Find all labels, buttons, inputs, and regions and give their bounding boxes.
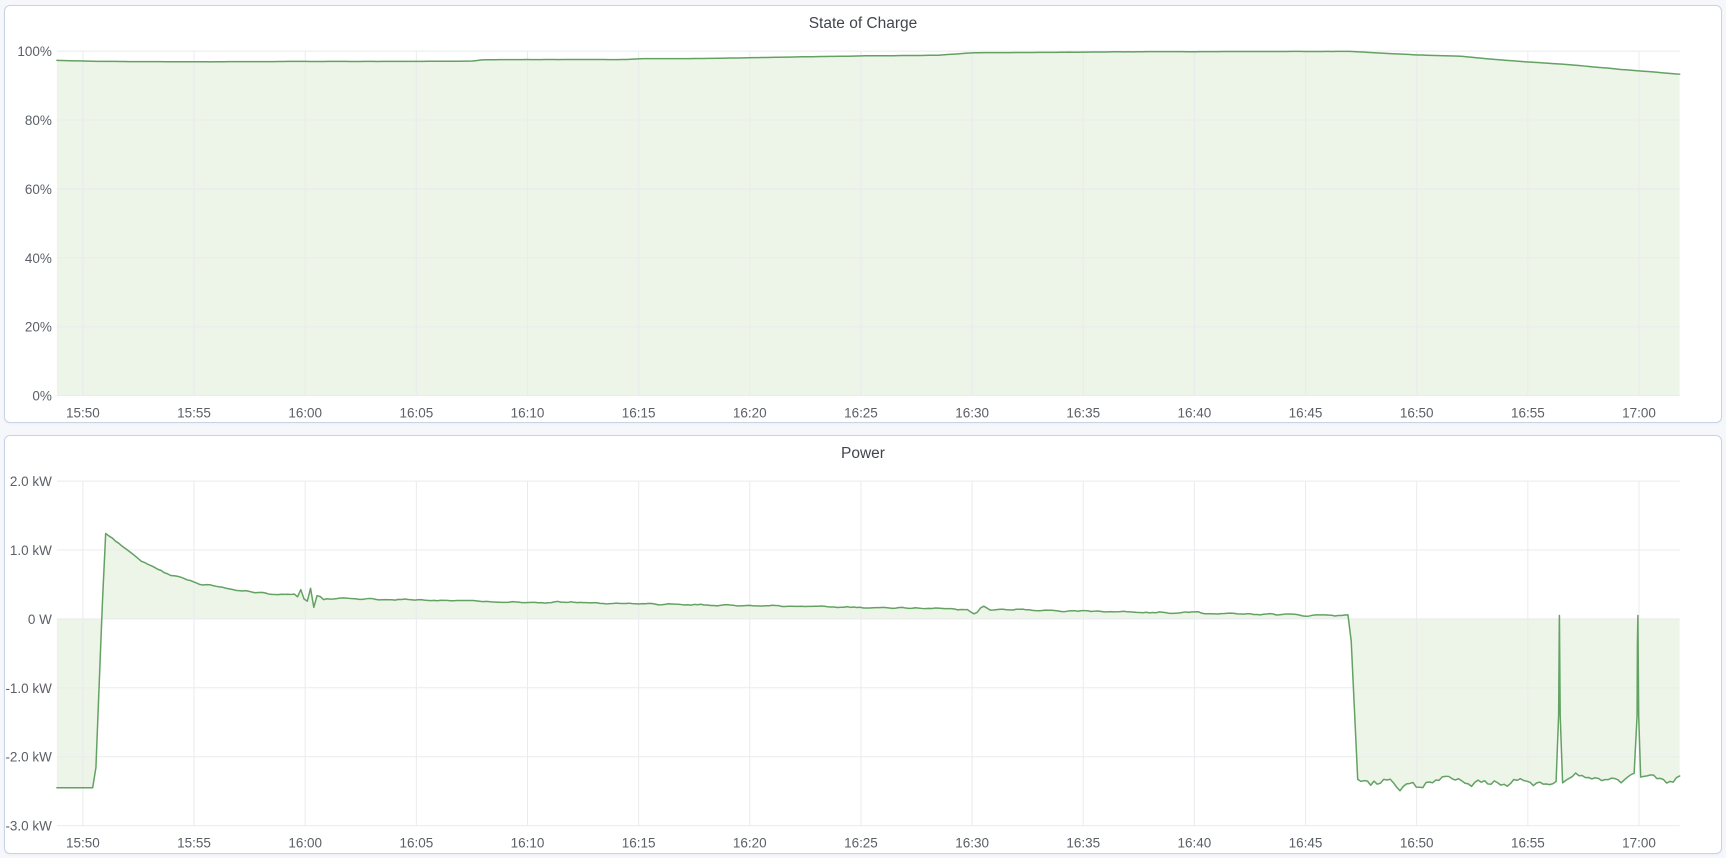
svg-text:16:45: 16:45 <box>1289 836 1323 851</box>
svg-text:0%: 0% <box>32 388 51 403</box>
svg-text:15:50: 15:50 <box>66 836 100 851</box>
svg-text:16:55: 16:55 <box>1511 836 1545 851</box>
svg-text:40%: 40% <box>25 250 52 265</box>
svg-text:16:25: 16:25 <box>844 836 878 851</box>
svg-text:16:15: 16:15 <box>622 836 656 851</box>
svg-text:16:40: 16:40 <box>1178 836 1212 851</box>
svg-text:-2.0 kW: -2.0 kW <box>5 750 52 765</box>
svg-text:-1.0 kW: -1.0 kW <box>5 681 52 696</box>
svg-text:100%: 100% <box>17 44 52 59</box>
svg-text:16:25: 16:25 <box>844 405 878 420</box>
svg-text:16:00: 16:00 <box>288 405 322 420</box>
svg-text:16:10: 16:10 <box>511 405 545 420</box>
svg-text:16:05: 16:05 <box>399 836 433 851</box>
svg-text:15:50: 15:50 <box>66 405 100 420</box>
svg-text:15:55: 15:55 <box>177 405 211 420</box>
svg-text:16:50: 16:50 <box>1400 836 1434 851</box>
svg-text:1.0 kW: 1.0 kW <box>10 543 52 558</box>
svg-text:60%: 60% <box>25 181 52 196</box>
svg-text:16:30: 16:30 <box>955 836 989 851</box>
svg-text:20%: 20% <box>25 319 52 334</box>
svg-text:16:35: 16:35 <box>1066 405 1100 420</box>
svg-text:0 W: 0 W <box>28 612 52 627</box>
svg-text:16:45: 16:45 <box>1289 405 1323 420</box>
svg-text:16:40: 16:40 <box>1178 405 1212 420</box>
svg-text:-3.0 kW: -3.0 kW <box>5 819 52 834</box>
svg-text:16:20: 16:20 <box>733 405 767 420</box>
svg-text:16:00: 16:00 <box>288 836 322 851</box>
svg-text:16:55: 16:55 <box>1511 405 1545 420</box>
svg-text:16:30: 16:30 <box>955 405 989 420</box>
svg-text:17:00: 17:00 <box>1622 836 1656 851</box>
svg-text:15:55: 15:55 <box>177 836 211 851</box>
svg-text:16:20: 16:20 <box>733 836 767 851</box>
svg-text:80%: 80% <box>25 112 52 127</box>
svg-text:16:15: 16:15 <box>622 405 656 420</box>
svg-text:17:00: 17:00 <box>1622 405 1656 420</box>
svg-text:16:35: 16:35 <box>1066 836 1100 851</box>
svg-text:16:05: 16:05 <box>399 405 433 420</box>
svg-text:16:10: 16:10 <box>511 836 545 851</box>
svg-text:2.0 kW: 2.0 kW <box>10 474 52 489</box>
svg-text:16:50: 16:50 <box>1400 405 1434 420</box>
